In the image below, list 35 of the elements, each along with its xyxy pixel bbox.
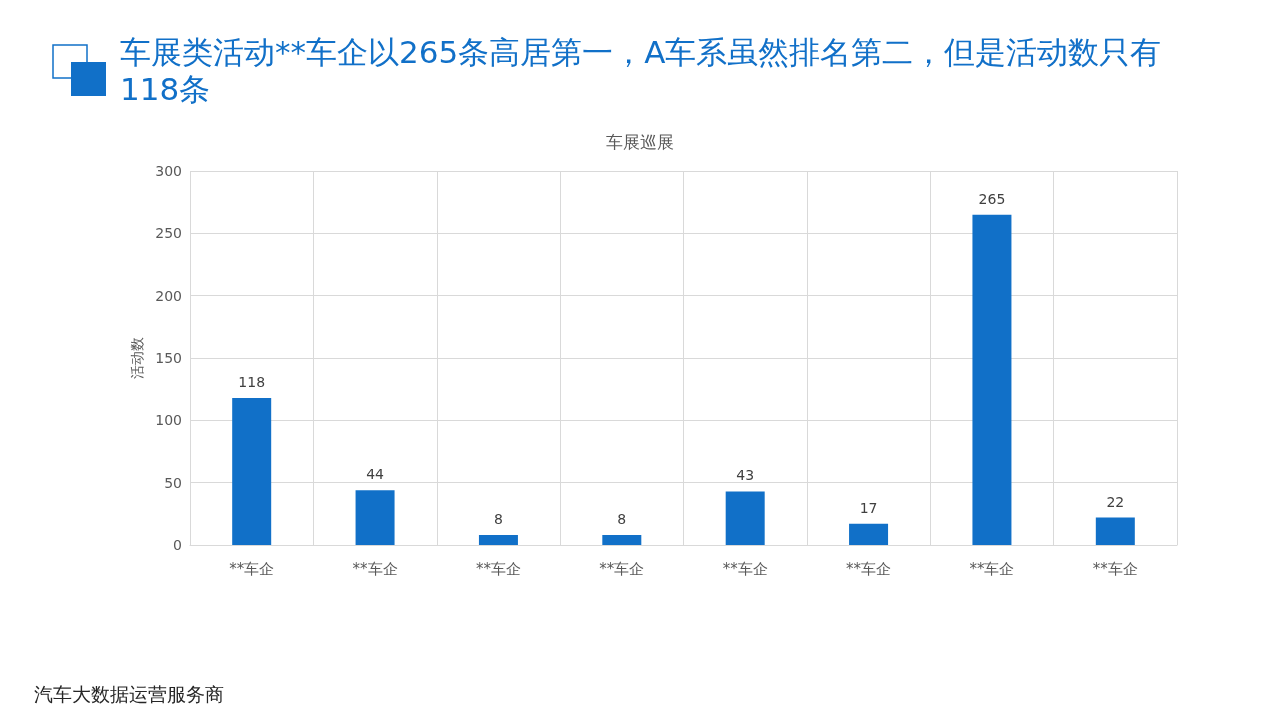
y-tick-label: 50: [164, 474, 182, 491]
y-tick-label: 0: [173, 537, 182, 553]
x-tick-label: **车企: [846, 559, 892, 578]
x-tick-label: **车企: [475, 559, 521, 578]
bar: [972, 214, 1012, 545]
y-axis-title: 活动数: [129, 337, 145, 379]
y-tick-label: 250: [155, 225, 182, 242]
x-tick-label: **车企: [1092, 559, 1138, 578]
chart-subtitle: 车展巡展: [606, 131, 674, 152]
data-label: 17: [859, 499, 878, 516]
y-tick-label: 150: [155, 350, 182, 366]
data-label: 118: [238, 373, 266, 390]
y-tick-label: 200: [155, 287, 182, 304]
y-tick-label: 300: [155, 163, 182, 179]
bar: [1095, 517, 1135, 545]
data-label: 265: [978, 190, 1006, 207]
data-label: 8: [617, 511, 627, 528]
data-label: 44: [366, 466, 385, 483]
x-tick-label: **车企: [352, 559, 398, 578]
data-label: 8: [493, 511, 503, 528]
bar: [725, 491, 765, 545]
bar: [849, 523, 889, 545]
bar: [355, 490, 395, 545]
x-tick-label: **车企: [969, 559, 1015, 578]
x-tick-label: **车企: [722, 559, 768, 578]
data-label: 43: [736, 467, 755, 484]
bar: [478, 535, 518, 545]
chart-title: 车展类活动**车企以265条高居第一，A车系虽然排名第二，但是活动数只有118条: [120, 34, 1163, 108]
y-tick-label: 100: [155, 412, 182, 429]
bar: [602, 535, 642, 545]
bar: [232, 397, 272, 545]
x-tick-label: **车企: [599, 559, 645, 578]
text: 汽车大数据运营服务商: [34, 682, 224, 707]
x-tick-label: **车企: [229, 559, 275, 578]
data-label: 22: [1106, 493, 1125, 510]
